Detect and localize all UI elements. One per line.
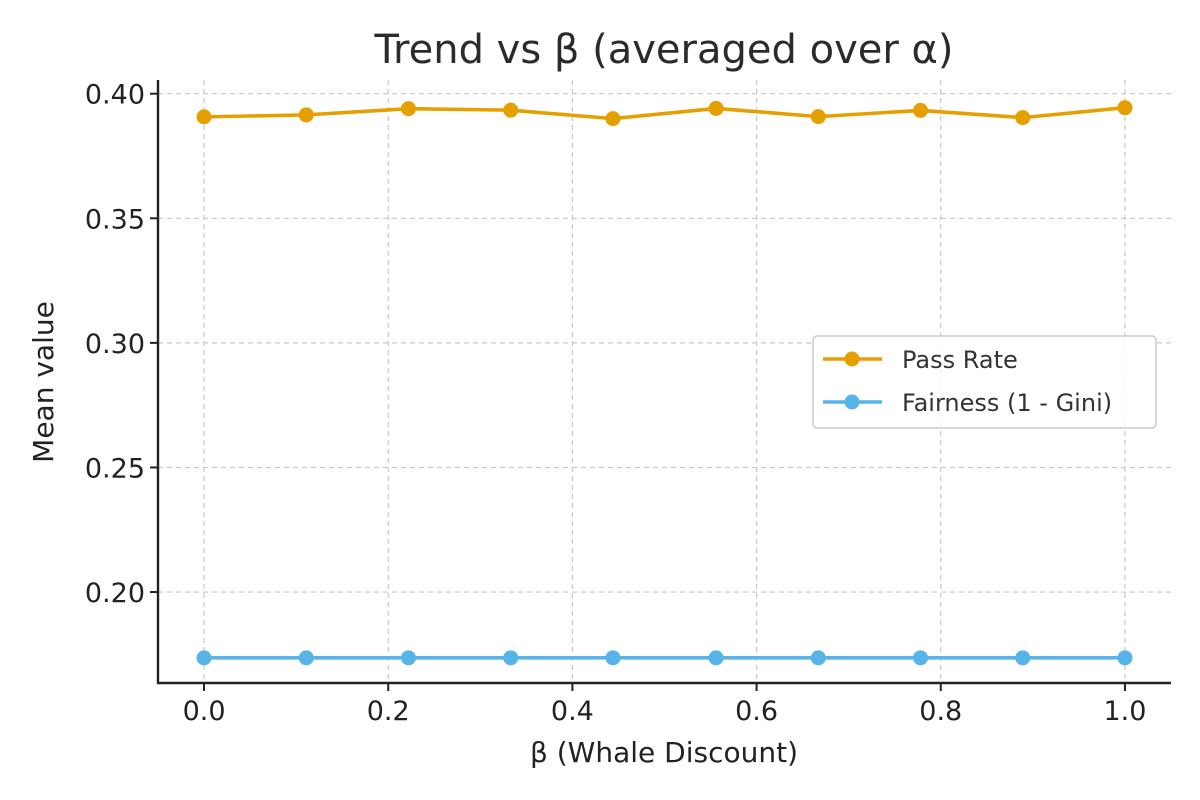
data-point — [503, 650, 519, 666]
data-point — [196, 109, 212, 125]
legend-label: Fairness (1 - Gini) — [902, 389, 1112, 417]
x-tick-label: 0.8 — [919, 696, 962, 727]
data-point — [400, 101, 416, 117]
data-point — [298, 107, 314, 123]
data-point — [605, 111, 621, 127]
y-tick-label: 0.25 — [85, 453, 145, 484]
legend-marker — [844, 394, 860, 410]
x-axis-ticks: 0.0 0.2 0.4 0.6 0.8 1.0 — [183, 683, 1146, 727]
series-pass-rate — [196, 100, 1133, 127]
legend: Pass Rate Fairness (1 - Gini) — [812, 335, 1157, 429]
x-tick-label: 1.0 — [1103, 696, 1146, 727]
data-point — [1015, 650, 1031, 666]
x-tick-label: 0.4 — [551, 696, 594, 727]
legend-item: Pass Rate — [823, 346, 1018, 374]
data-point — [1015, 110, 1031, 126]
y-tick-label: 0.35 — [85, 204, 145, 235]
x-tick-label: 0.0 — [183, 696, 226, 727]
y-tick-label: 0.20 — [85, 578, 145, 609]
legend-marker — [844, 351, 860, 367]
y-tick-label: 0.40 — [85, 80, 145, 111]
legend-box — [812, 335, 1157, 429]
x-axis-label: β (Whale Discount) — [530, 736, 798, 769]
series-fairness — [196, 650, 1133, 666]
legend-label: Pass Rate — [902, 346, 1018, 374]
data-point — [298, 650, 314, 666]
series-layer — [196, 100, 1133, 666]
data-point — [605, 650, 621, 666]
data-point — [810, 109, 826, 125]
data-point — [400, 650, 416, 666]
y-tick-label: 0.30 — [85, 329, 145, 360]
data-point — [913, 102, 929, 118]
data-point — [1117, 650, 1133, 666]
y-axis-label: Mean value — [27, 301, 60, 463]
series-line — [204, 105, 1126, 121]
data-point — [503, 102, 519, 118]
data-point — [708, 100, 724, 116]
y-axis-ticks: 0.20 0.25 0.30 0.35 0.40 — [85, 80, 158, 609]
data-point — [1117, 100, 1133, 116]
data-point — [708, 650, 724, 666]
chart-title: Trend vs β (averaged over α) — [373, 27, 953, 73]
data-point — [196, 650, 212, 666]
data-point — [810, 650, 826, 666]
data-point — [913, 650, 929, 666]
x-tick-label: 0.6 — [735, 696, 778, 727]
legend-item: Fairness (1 - Gini) — [823, 389, 1112, 417]
axes-spines — [156, 80, 1171, 685]
x-tick-label: 0.2 — [367, 696, 410, 727]
